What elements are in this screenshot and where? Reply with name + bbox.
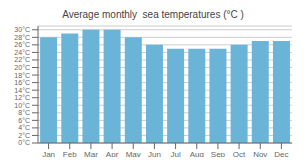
svg-text:16°C: 16°C <box>14 79 30 86</box>
svg-text:12°C: 12°C <box>14 94 30 101</box>
svg-text:22°C: 22°C <box>14 56 30 63</box>
svg-text:May: May <box>126 150 141 157</box>
svg-text:0°C: 0°C <box>18 139 30 146</box>
svg-text:Nov: Nov <box>253 150 267 157</box>
svg-text:Feb: Feb <box>63 150 77 157</box>
svg-text:Sep: Sep <box>211 150 226 157</box>
svg-text:18°C: 18°C <box>14 72 30 79</box>
svg-text:4°C: 4°C <box>18 124 30 131</box>
svg-text:14°C: 14°C <box>14 87 30 94</box>
svg-text:Jan: Jan <box>42 150 55 157</box>
svg-text:6°C: 6°C <box>18 117 30 124</box>
svg-text:Jun: Jun <box>148 150 161 157</box>
svg-text:2°C: 2°C <box>18 132 30 139</box>
svg-text:10°C: 10°C <box>14 102 30 109</box>
svg-text:Apr: Apr <box>106 150 119 157</box>
svg-text:Aug: Aug <box>190 150 204 157</box>
svg-text:Dec: Dec <box>274 150 288 157</box>
svg-text:Jul: Jul <box>170 150 180 157</box>
html-text:Average monthly sea temperatur: Average monthly sea temperatures (°C ) <box>62 9 244 20</box>
svg-text:Mar: Mar <box>84 150 98 157</box>
svg-text:20°C: 20°C <box>14 64 30 71</box>
svg-text:8°C: 8°C <box>18 109 30 116</box>
svg-text:28°C: 28°C <box>14 34 30 41</box>
svg-text:24°C: 24°C <box>14 49 30 56</box>
svg-text:30°C: 30°C <box>14 26 30 33</box>
svg-text:Oct: Oct <box>233 150 246 157</box>
svg-text:26°C: 26°C <box>14 41 30 48</box>
